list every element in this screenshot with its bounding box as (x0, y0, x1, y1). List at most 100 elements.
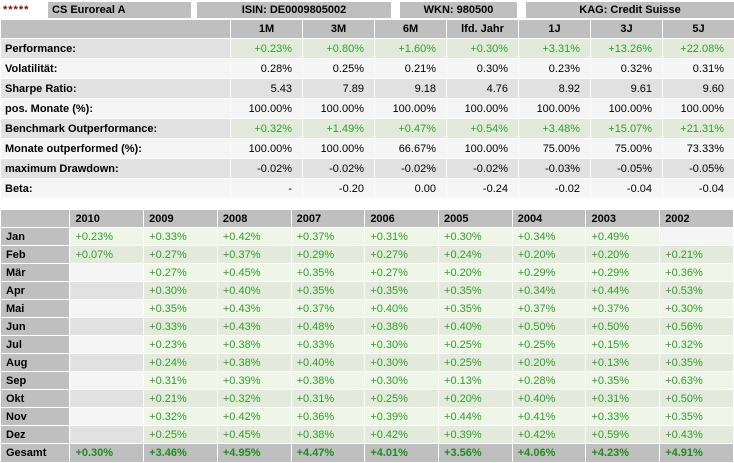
month-row-label: Jun (1, 318, 70, 335)
month-value-cell: +0.13% (439, 372, 512, 389)
period-column-header: 3J (591, 20, 662, 38)
month-value-cell: +0.20% (586, 246, 660, 263)
month-value-cell: +0.39% (217, 372, 291, 389)
month-row-label: Sep (1, 372, 70, 389)
metric-value-cell: 66.67% (375, 139, 446, 158)
metric-value-cell: 0.25% (303, 59, 374, 78)
metric-value-cell: +0.47% (375, 119, 446, 138)
month-value-cell: +0.38% (291, 426, 365, 443)
metric-value-cell: -0.03% (519, 159, 590, 178)
month-value-cell: +0.31% (291, 390, 365, 407)
month-value-cell: +0.29% (291, 246, 365, 263)
total-value-cell: +4.91% (660, 444, 733, 462)
month-value-cell: +0.30% (365, 354, 439, 371)
month-value-cell: +0.37% (291, 228, 365, 245)
month-value-cell: +0.31% (365, 228, 439, 245)
fund-name: CS Euroreal A (48, 2, 191, 18)
month-value-cell: +0.59% (586, 426, 660, 443)
metric-value-cell: 8.92 (519, 79, 590, 98)
month-value-cell (70, 426, 144, 443)
month-value-cell: +0.20% (512, 354, 586, 371)
metrics-table: 1M 3M 6M lfd. Jahr 1J 3J 5J Performance: +0.23% +… (0, 19, 734, 199)
month-value-cell: +0.23% (70, 228, 144, 245)
metric-value-cell: -0.02% (303, 159, 374, 178)
metric-value-cell: +15.07% (591, 119, 662, 138)
total-value-cell: +4.23% (586, 444, 660, 462)
fund-isin: ISIN: DE0009805002 (197, 2, 391, 18)
metric-value-cell: 100.00% (591, 99, 662, 118)
metric-row-label: maximum Drawdown: (1, 159, 230, 178)
month-value-cell: +0.63% (660, 372, 733, 389)
month-row-label: Mai (1, 300, 70, 317)
month-value-cell: +0.40% (217, 282, 291, 299)
month-value-cell: +0.27% (144, 246, 217, 263)
month-value-cell: +0.24% (144, 354, 217, 371)
fund-kag: KAG: Credit Suisse (526, 2, 734, 18)
year-column-header: 2002 (660, 210, 733, 227)
month-value-cell (70, 336, 144, 353)
month-value-cell: +0.42% (217, 228, 291, 245)
metric-value-cell: 100.00% (231, 139, 302, 158)
metric-value-cell: 100.00% (303, 99, 374, 118)
month-row-label: Aug (1, 354, 70, 371)
total-value-cell: +4.01% (365, 444, 439, 462)
month-value-cell: +0.20% (439, 390, 512, 407)
month-value-cell: +0.45% (217, 264, 291, 281)
month-value-cell: +0.25% (512, 336, 586, 353)
metric-value-cell: +21.31% (663, 119, 734, 138)
month-value-cell: +0.38% (217, 354, 291, 371)
month-value-cell: +0.15% (586, 336, 660, 353)
month-value-cell: +0.07% (70, 246, 144, 263)
metric-row-label: Performance: (1, 39, 230, 58)
month-value-cell: +0.35% (439, 282, 512, 299)
metric-value-cell: -0.02 (519, 179, 590, 198)
metric-value-cell: 0.30% (447, 59, 518, 78)
metric-value-cell: -0.02% (447, 159, 518, 178)
metric-value-cell: +1.60% (375, 39, 446, 58)
metric-value-cell: 0.23% (519, 59, 590, 78)
month-value-cell: +0.35% (439, 300, 512, 317)
month-value-cell (70, 300, 144, 317)
period-column-header: 5J (663, 20, 734, 38)
month-value-cell: +0.20% (439, 264, 512, 281)
metric-value-cell: +0.32% (231, 119, 302, 138)
metric-value-cell: 4.76 (447, 79, 518, 98)
month-value-cell: +0.31% (144, 372, 217, 389)
month-value-cell: +0.43% (217, 300, 291, 317)
month-row-label: Feb (1, 246, 70, 263)
metric-value-cell: +0.30% (447, 39, 518, 58)
period-column-header: 3M (303, 20, 374, 38)
total-value-cell: +0.30% (70, 444, 144, 462)
metric-value-cell: +0.80% (303, 39, 374, 58)
metric-value-cell: 75.00% (519, 139, 590, 158)
total-value-cell: +4.06% (512, 444, 586, 462)
year-column-header: 2003 (586, 210, 660, 227)
metric-value-cell: 5.43 (231, 79, 302, 98)
month-value-cell: +0.50% (586, 318, 660, 335)
month-row-label: Mär (1, 264, 70, 281)
month-row-label: Dez (1, 426, 70, 443)
month-value-cell: +0.42% (365, 426, 439, 443)
metric-value-cell: 0.00 (375, 179, 446, 198)
month-value-cell: +0.20% (512, 246, 586, 263)
month-value-cell: +0.24% (439, 246, 512, 263)
month-value-cell: +0.38% (291, 372, 365, 389)
month-value-cell: +0.32% (217, 390, 291, 407)
metric-value-cell: +0.23% (231, 39, 302, 58)
metric-value-cell: 100.00% (447, 99, 518, 118)
metric-value-cell: -0.02% (231, 159, 302, 178)
metric-value-cell: -0.24 (447, 179, 518, 198)
month-value-cell: +0.37% (586, 300, 660, 317)
year-column-header: 2007 (291, 210, 365, 227)
metric-value-cell: +13.26% (591, 39, 662, 58)
metric-value-cell: 100.00% (303, 139, 374, 158)
month-value-cell (70, 354, 144, 371)
month-value-cell: +0.37% (291, 300, 365, 317)
month-value-cell: +0.21% (144, 390, 217, 407)
month-row-label: Okt (1, 390, 70, 407)
month-value-cell: +0.27% (365, 264, 439, 281)
month-row-label: Jul (1, 336, 70, 353)
metric-value-cell: 0.28% (231, 59, 302, 78)
month-value-cell: +0.49% (586, 228, 660, 245)
year-column-header: 2004 (512, 210, 586, 227)
